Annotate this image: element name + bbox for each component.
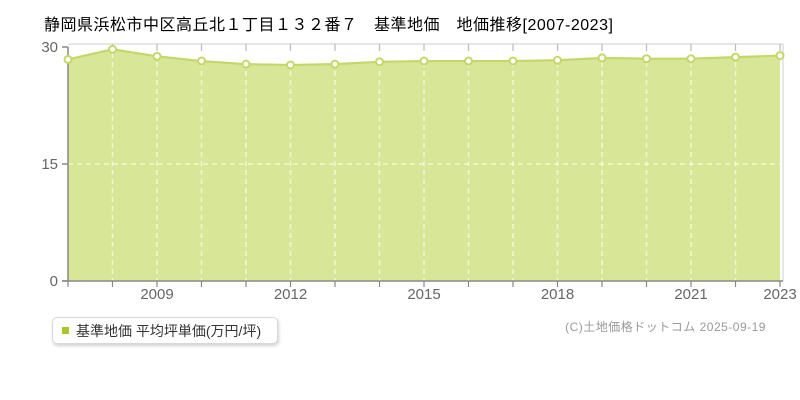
chart-title: 静岡県浜松市中区高丘北１丁目１３２番７ 基準地価 地価推移[2007-2023] [44, 17, 614, 34]
data-point-2009[interactable] [152, 51, 162, 61]
legend-marker-square-icon [62, 327, 69, 334]
legend: 基準地価 平均坪単価(万円/坪) [52, 317, 279, 344]
data-point-2013[interactable] [330, 59, 340, 69]
copyright-text: (C)土地価格ドットコム 2025-09-19 [565, 320, 766, 334]
y-axis-label-15: 15 [41, 156, 58, 173]
price-trend-chart: 0 15 30 2009 2012 2015 2018 2021 2023 [41, 39, 796, 303]
data-point-2007[interactable] [63, 54, 73, 64]
data-point-2012[interactable] [286, 60, 295, 70]
x-axis-label-2018: 2018 [541, 286, 574, 303]
data-point-2014[interactable] [375, 57, 384, 67]
data-point-2017[interactable] [508, 56, 518, 66]
y-axis-label-0: 0 [50, 273, 58, 290]
data-point-2010[interactable] [197, 56, 206, 66]
x-axis-label-2023: 2023 [763, 286, 796, 303]
x-axis-label-2021: 2021 [674, 286, 707, 303]
data-point-2016[interactable] [464, 56, 473, 66]
data-point-2008[interactable] [108, 44, 117, 54]
data-point-2020[interactable] [642, 54, 651, 64]
data-point-2023[interactable] [775, 51, 785, 61]
data-point-2011[interactable] [241, 59, 251, 69]
legend-label: 基準地価 平均坪単価(万円/坪) [76, 322, 262, 339]
data-point-2022[interactable] [731, 52, 740, 62]
x-axis-label-2015: 2015 [407, 286, 440, 303]
x-axis-label-2012: 2012 [274, 286, 307, 303]
data-point-2021[interactable] [686, 54, 696, 64]
y-axis-label-30: 30 [41, 39, 58, 56]
data-point-2015[interactable] [419, 56, 429, 66]
x-axis-label-2009: 2009 [140, 286, 173, 303]
data-point-2018[interactable] [553, 55, 562, 65]
chart-area: 0 15 30 2009 2012 2015 2018 2021 2023 [41, 39, 796, 303]
data-point-2019[interactable] [597, 53, 607, 63]
